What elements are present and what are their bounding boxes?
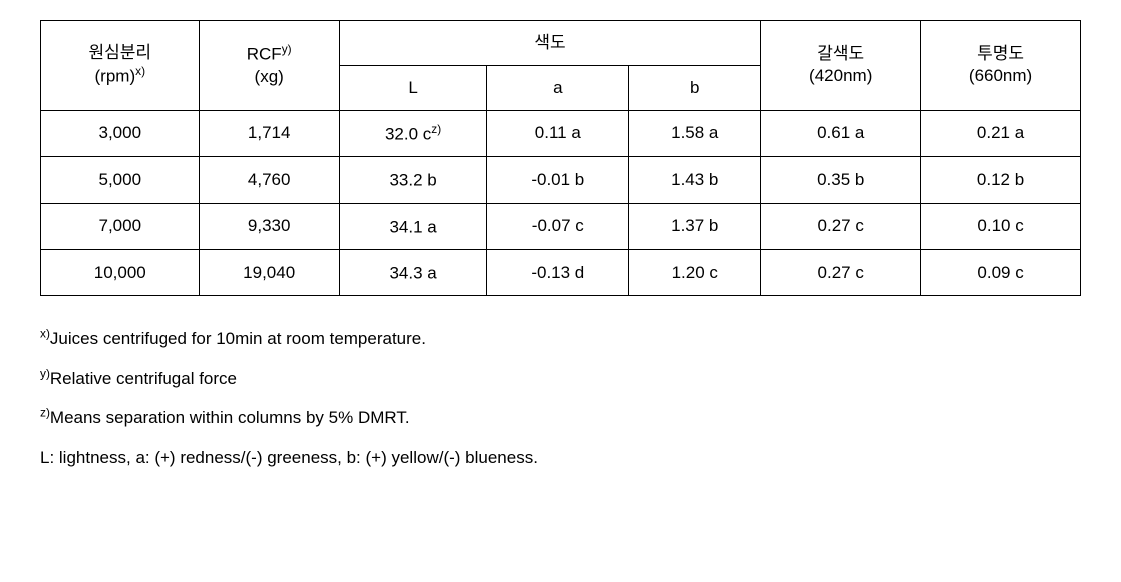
- cell-L-val: 33.2 b: [389, 171, 436, 190]
- cell-rpm: 10,000: [41, 249, 200, 295]
- header-clarity-line2: (660nm): [969, 66, 1032, 85]
- cell-L-val: 32.0 c: [385, 124, 431, 143]
- cell-rcf: 9,330: [199, 203, 339, 249]
- cell-rcf: 4,760: [199, 157, 339, 203]
- header-rpm-sup: x): [135, 64, 145, 78]
- cell-a: -0.01 b: [487, 157, 629, 203]
- footnote-z-text: Means separation within columns by 5% DM…: [50, 408, 410, 427]
- cell-rpm: 7,000: [41, 203, 200, 249]
- cell-rcf: 19,040: [199, 249, 339, 295]
- cell-a: 0.11 a: [487, 110, 629, 156]
- cell-brown: 0.27 c: [761, 249, 921, 295]
- cell-L: 32.0 cz): [339, 110, 487, 156]
- cell-a: -0.07 c: [487, 203, 629, 249]
- table-row: 7,000 9,330 34.1 a -0.07 c 1.37 b 0.27 c…: [41, 203, 1081, 249]
- cell-L: 33.2 b: [339, 157, 487, 203]
- header-rpm-line2: (rpm): [95, 67, 136, 86]
- footnote-x-sup: x): [40, 327, 50, 341]
- footnote-x: x)Juices centrifuged for 10min at room t…: [40, 320, 1081, 357]
- cell-brown: 0.27 c: [761, 203, 921, 249]
- header-rcf: RCFy) (xg): [199, 21, 339, 111]
- footnote-y-sup: y): [40, 366, 50, 380]
- cell-b: 1.37 b: [629, 203, 761, 249]
- header-b: b: [629, 65, 761, 110]
- footnote-z: z)Means separation within columns by 5% …: [40, 399, 1081, 436]
- header-rcf-sup: y): [282, 42, 292, 56]
- table-row: 3,000 1,714 32.0 cz) 0.11 a 1.58 a 0.61 …: [41, 110, 1081, 156]
- cell-brown: 0.35 b: [761, 157, 921, 203]
- header-row-1: 원심분리 (rpm)x) RCFy) (xg) 색도 갈색도 (420nm) 투…: [41, 21, 1081, 66]
- cell-L: 34.3 a: [339, 249, 487, 295]
- cell-rcf: 1,714: [199, 110, 339, 156]
- header-brown-line1: 갈색도: [817, 44, 864, 63]
- cell-a: -0.13 d: [487, 249, 629, 295]
- cell-rpm: 5,000: [41, 157, 200, 203]
- cell-b: 1.43 b: [629, 157, 761, 203]
- cell-clarity: 0.12 b: [921, 157, 1081, 203]
- footnote-y: y)Relative centrifugal force: [40, 360, 1081, 397]
- cell-clarity: 0.21 a: [921, 110, 1081, 156]
- header-rcf-line1: RCF: [247, 45, 282, 64]
- cell-clarity: 0.09 c: [921, 249, 1081, 295]
- header-clarity: 투명도 (660nm): [921, 21, 1081, 111]
- footnotes: x)Juices centrifuged for 10min at room t…: [40, 320, 1081, 476]
- cell-brown: 0.61 a: [761, 110, 921, 156]
- footnote-legend: L: lightness, a: (+) redness/(-) greenes…: [40, 439, 1081, 476]
- header-L: L: [339, 65, 487, 110]
- footnote-z-sup: z): [40, 406, 50, 420]
- cell-L-val: 34.3 a: [389, 264, 436, 283]
- header-rpm-line1: 원심분리: [88, 43, 151, 62]
- cell-rpm: 3,000: [41, 110, 200, 156]
- header-a: a: [487, 65, 629, 110]
- cell-L-val: 34.1 a: [389, 217, 436, 236]
- header-clarity-line1: 투명도: [977, 44, 1024, 63]
- table-row: 5,000 4,760 33.2 b -0.01 b 1.43 b 0.35 b…: [41, 157, 1081, 203]
- data-table: 원심분리 (rpm)x) RCFy) (xg) 색도 갈색도 (420nm) 투…: [40, 20, 1081, 296]
- header-color-group: 색도: [339, 21, 760, 66]
- footnote-x-text: Juices centrifuged for 10min at room tem…: [50, 329, 426, 348]
- header-brown-line2: (420nm): [809, 66, 872, 85]
- header-rpm: 원심분리 (rpm)x): [41, 21, 200, 111]
- cell-b: 1.58 a: [629, 110, 761, 156]
- footnote-y-text: Relative centrifugal force: [50, 369, 237, 388]
- table-header: 원심분리 (rpm)x) RCFy) (xg) 색도 갈색도 (420nm) 투…: [41, 21, 1081, 111]
- cell-b: 1.20 c: [629, 249, 761, 295]
- header-brown: 갈색도 (420nm): [761, 21, 921, 111]
- header-rcf-line2: (xg): [255, 67, 284, 86]
- table-body: 3,000 1,714 32.0 cz) 0.11 a 1.58 a 0.61 …: [41, 110, 1081, 296]
- cell-L-sup: z): [431, 122, 441, 136]
- table-row: 10,000 19,040 34.3 a -0.13 d 1.20 c 0.27…: [41, 249, 1081, 295]
- cell-L: 34.1 a: [339, 203, 487, 249]
- cell-clarity: 0.10 c: [921, 203, 1081, 249]
